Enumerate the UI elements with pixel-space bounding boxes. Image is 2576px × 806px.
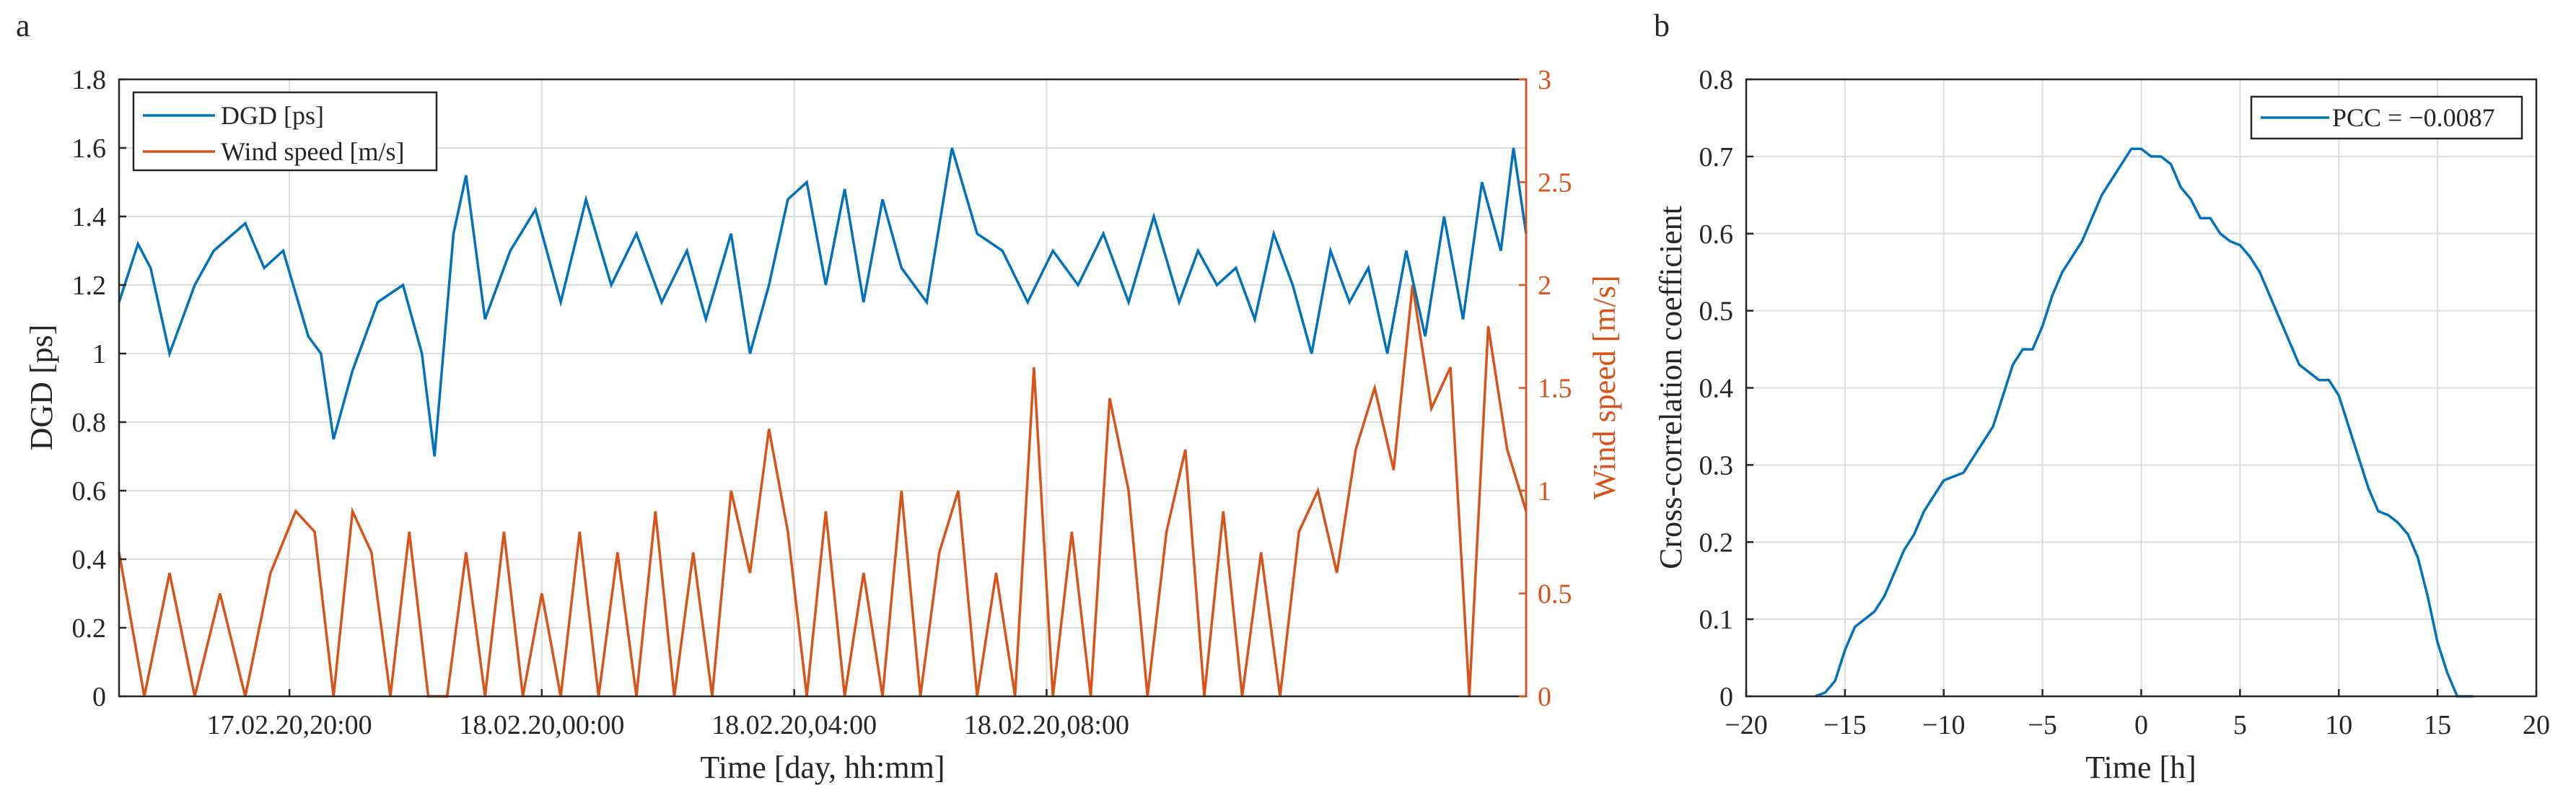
panel-a-y-tick-label: 1.4 xyxy=(72,202,107,232)
panel-b-y-tick-label: 0.5 xyxy=(1699,297,1734,327)
panel-a-label: a xyxy=(16,8,30,43)
panel-b-y-tick-label: 0.2 xyxy=(1699,527,1734,558)
panel-b-grid xyxy=(1745,79,2537,697)
panel-b-legend: PCC = −0.0087 xyxy=(2250,95,2523,140)
panel-a-y-tick-label: 0.6 xyxy=(72,476,107,507)
panel-a-frame xyxy=(118,78,1528,698)
panel-a-y2-tick-label: 1.5 xyxy=(1538,374,1572,404)
panel-a-y2-tick-label: 2 xyxy=(1538,271,1551,301)
panel-b-y-ticks: 0 0.1 0.2 0.3 0.4 0.5 0.6 0.7 0.8 xyxy=(1699,65,1753,712)
panel-b-label: b xyxy=(1654,8,1670,43)
panel-a-y-tick-label: 1.8 xyxy=(72,65,107,95)
panel-b-y-tick-label: 0.8 xyxy=(1699,65,1734,95)
panel-a-legend-box xyxy=(132,91,438,172)
panel-a-y-tick-label: 1.6 xyxy=(72,133,107,164)
legend-pcc-label: PCC = −0.0087 xyxy=(2332,103,2495,132)
panel-b-y-axis-label: Cross-correlation coefficient xyxy=(1653,206,1688,569)
panel-b-y-tick-label: 0.4 xyxy=(1699,374,1734,404)
panel-b-x-tick-label: −20 xyxy=(1725,710,1767,740)
panel-a-y2-tick-label: 1 xyxy=(1538,476,1551,507)
panel-a-y-tick-label: 0.4 xyxy=(72,545,107,575)
panel-b-y-tick-label: 0.7 xyxy=(1699,142,1734,172)
panel-a-y-tick-label: 0.2 xyxy=(72,613,107,644)
panel-a-grid xyxy=(119,79,1526,697)
panel-a-x-tick-label: 18.02.20,00:00 xyxy=(459,710,624,740)
panel-b-y-tick-label: 0.1 xyxy=(1699,605,1734,635)
panel-b-x-tick-label: −5 xyxy=(2028,710,2056,740)
panel-b-x-tick-label: 15 xyxy=(2424,710,2451,740)
panel-a-y-tick-label: 0.8 xyxy=(72,408,107,438)
panel-a: a 0 0.2 0.4 0.6 0.8 1 1.2 1.4 1.6 1.8 0 0.5 1 1.5 2 2.… xyxy=(16,8,1622,785)
panel-b-x-axis-label: Time [h] xyxy=(2085,750,2196,785)
panel-a-y-tick-label: 1 xyxy=(92,339,106,369)
legend-dgd-label: DGD [ps] xyxy=(221,101,324,130)
panel-a-x-axis-label: Time [day, hh:mm] xyxy=(701,750,945,785)
panel-a-y2-tick-label: 2.5 xyxy=(1538,168,1572,198)
dgd-line xyxy=(118,147,1528,457)
cross-correlation-line xyxy=(1815,147,2474,698)
panel-b-x-tick-label: −15 xyxy=(1823,710,1866,740)
panel-a-x-tick-label: 17.02.20,20:00 xyxy=(207,710,372,740)
panel-a-x-tick-label: 18.02.20,08:00 xyxy=(964,710,1129,740)
legend-wind-label: Wind speed [m/s] xyxy=(221,137,405,166)
panel-a-x-ticks: 17.02.20,20:00 18.02.20,00:00 18.02.20,04:… xyxy=(207,689,1129,740)
panel-a-y2-tick-label: 0.5 xyxy=(1538,579,1572,610)
panel-a-y-tick-label: 1.2 xyxy=(72,271,107,301)
panel-a-y-tick-label: 0 xyxy=(92,682,106,712)
panel-b-x-tick-label: −10 xyxy=(1922,710,1965,740)
panel-a-y2-tick-label: 3 xyxy=(1538,65,1551,95)
panel-a-x-tick-label: 18.02.20,04:00 xyxy=(711,710,877,740)
panel-b-x-ticks: −20 −15 −10 −5 0 5 10 15 20 xyxy=(1725,689,2550,740)
panel-a-y2-tick-label: 0 xyxy=(1538,682,1551,712)
panel-b-y-tick-label: 0 xyxy=(1719,682,1733,712)
panel-a-y2-ticks: 0 0.5 1 1.5 2 2.5 3 xyxy=(1519,65,1572,712)
panel-b-y-tick-label: 0.6 xyxy=(1699,219,1734,250)
panel-b: b 0 0.1 0.2 0.3 0.4 0.5 0.6 0.7 0.8 −20 −15 −10 −5 0… xyxy=(1653,8,2550,785)
panel-a-y2-axis-label: Wind speed [m/s] xyxy=(1587,275,1622,499)
panel-a-legend: DGD [ps] Wind speed [m/s] xyxy=(132,91,438,172)
panel-b-x-tick-label: 10 xyxy=(2325,710,2352,740)
panel-a-y-axis-label: DGD [ps] xyxy=(24,325,59,451)
panel-a-y-ticks: 0 0.2 0.4 0.6 0.8 1 1.2 1.4 1.6 1.8 xyxy=(72,65,126,712)
panel-b-x-tick-label: 0 xyxy=(2134,710,2148,740)
panel-b-x-tick-label: 5 xyxy=(2233,710,2247,740)
panel-b-x-tick-label: 20 xyxy=(2523,710,2550,740)
panel-b-y-tick-label: 0.3 xyxy=(1699,450,1734,481)
